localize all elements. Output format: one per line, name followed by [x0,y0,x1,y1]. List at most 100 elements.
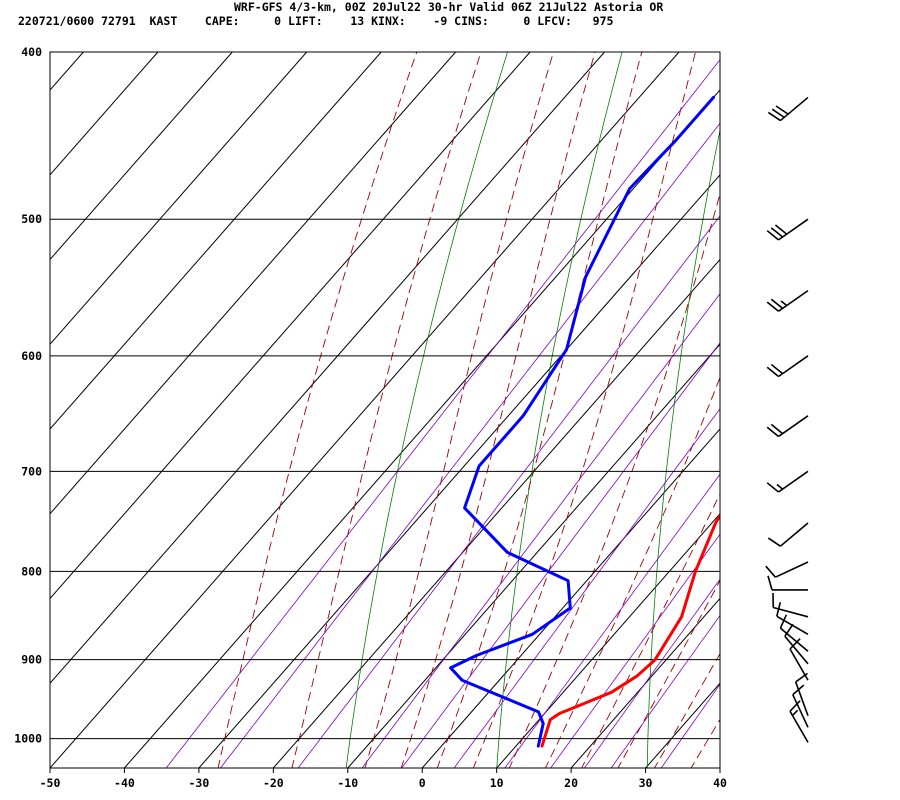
wind-barb [767,522,809,547]
wind-barb [784,623,809,665]
moist-adiabat-line [364,52,554,768]
wind-barb-feather [767,575,773,591]
chart-header: WRF-GFS 4/3-km, 00Z 20Jul22 30-hr Valid … [0,0,900,34]
isotherm-grid [0,52,720,768]
isotherm-line [570,597,720,768]
isotherm-line [50,52,531,600]
mixing-ratio-line [165,59,720,768]
wind-barb-feather [766,366,780,378]
temperature-tick-label: 20 [564,776,578,790]
mixing-ratio-lines [165,59,720,768]
temperature-tick-label: -30 [188,776,209,790]
mixing-ratio-line [453,408,720,768]
wind-barb-staff [792,694,809,728]
wind-barb-feather [770,298,784,310]
wind-barb [766,355,809,378]
wind-barb-staff [784,635,809,665]
wind-barbs [765,96,809,743]
wind-barb-feather [795,672,808,683]
moist-adiabat-line [544,376,720,768]
wind-barb [766,470,809,493]
temperature-tick-label: -10 [337,776,358,790]
moist-adiabats [217,52,720,768]
isotherm-line [421,428,720,768]
mixing-ratio-line [361,293,720,768]
wind-barb-feather [770,227,784,238]
wind-barb-staff [778,355,809,378]
wind-barb [767,96,809,122]
wind-barb [789,700,809,743]
wind-barb-feather [765,565,776,578]
wind-barb-feather [784,623,794,637]
wind-barb-staff [794,681,809,717]
moist-adiabat-line [508,192,720,768]
sounding-profiles [449,95,720,748]
wind-barb-feather [792,684,805,696]
moist-adiabat-line [581,492,720,768]
temperature-tick-label: 0 [419,776,426,790]
mixing-ratio-line [660,683,720,768]
wind-barb-half-feather [780,300,788,307]
moist-adiabat-line [436,52,643,768]
moist-adiabat-line [217,52,418,768]
mixing-ratio-line [297,215,720,768]
pressure-tick-label: 600 [21,349,42,363]
isotherm-line [50,52,680,768]
temperature-tick-label: 10 [490,776,504,790]
isotherm-line [0,52,9,768]
wind-barb-feather [775,105,789,115]
wind-barb-feather [770,423,784,435]
wind-barb-feather [789,700,801,712]
wind-barb-feather [770,363,784,375]
dewpoint-profile-line [449,95,715,748]
isotherm-line [50,52,308,346]
pressure-tick-label: 800 [21,564,42,578]
wind-barb [767,575,808,591]
dry-adiabat-line [345,52,508,768]
mixing-ratio-line [219,122,720,768]
isobar-grid [50,51,720,740]
pressure-tick-label: 1000 [14,732,42,746]
isotherm-line [50,52,456,515]
isotherm-line [124,89,720,768]
dry-adiabat-line [646,128,720,768]
wind-barb-staff [789,710,809,743]
isotherm-line [496,513,720,768]
wind-barb-staff [778,470,809,493]
temperature-tick-label: -50 [40,776,61,790]
pressure-tick-label: 900 [21,653,42,667]
wind-barb-staff [775,561,809,578]
wind-barb [792,684,809,728]
wind-barb-half-feather [791,709,799,717]
moist-adiabat-line [400,52,596,768]
isotherm-line [272,258,720,768]
mixing-ratio-line [610,614,720,768]
isotherm-line [347,343,720,768]
wind-barb-staff [779,522,809,547]
wind-barb-feather [776,601,782,617]
dry-adiabats [345,14,859,783]
chart-title-line: WRF-GFS 4/3-km, 00Z 20Jul22 30-hr Valid … [234,0,664,14]
temperature-tick-label: -40 [114,776,135,790]
isotherm-line [50,52,382,430]
moist-adiabat-line [291,52,482,768]
pressure-tick-label: 700 [21,464,42,478]
wind-barb-feather [767,111,781,122]
wind-barb-staff [778,415,809,438]
wind-barb [765,561,809,578]
wind-barb [794,672,809,717]
mixing-ratio-line [401,342,720,768]
moist-adiabat-line [617,579,720,768]
plot-frame [49,51,721,769]
wind-barb-staff [778,218,809,241]
isotherm-line [50,52,159,176]
wind-barb-feather [766,482,780,493]
wind-barb [766,415,809,438]
dry-adiabat-line [796,14,859,783]
wind-barb-feather [766,426,780,438]
wind-barb-feather [766,301,780,312]
sounding-indices-line: 220721/0600 72791 KAST CAPE: 0 LIFT: 13 … [18,14,614,28]
temperature-axis: -50 -40 -30 -20 -10 0 10 20 30 40 [40,768,727,790]
wind-barb-feather [766,230,780,241]
